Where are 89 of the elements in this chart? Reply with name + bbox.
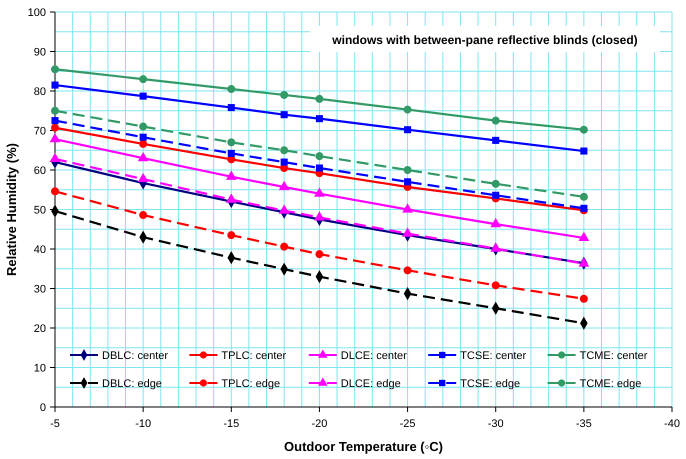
point — [139, 122, 148, 131]
point — [139, 211, 148, 220]
point — [280, 111, 288, 118]
point — [51, 187, 59, 196]
point — [404, 166, 412, 174]
point — [578, 232, 590, 242]
point — [280, 242, 288, 251]
y-tick-label: 70 — [34, 125, 46, 138]
x-tick-label: -30 — [488, 418, 504, 430]
legend-label: DBLC: edge — [102, 378, 162, 390]
point — [492, 192, 500, 199]
point — [227, 138, 236, 146]
point — [226, 193, 237, 203]
point — [316, 115, 323, 122]
y-tick-label: 80 — [34, 86, 46, 98]
legend-label: TPLC: edge — [221, 378, 280, 390]
text: windows with between-pane reflective blinds (closed) — [331, 33, 638, 47]
point — [404, 106, 412, 114]
point — [578, 257, 590, 267]
point — [51, 82, 59, 89]
point — [280, 90, 288, 99]
legend-label: TCME: edge — [580, 378, 642, 390]
point — [278, 204, 290, 214]
x-tick-label: -5 — [50, 418, 60, 430]
point — [227, 231, 236, 240]
point — [138, 152, 149, 162]
point — [580, 192, 588, 201]
point — [316, 164, 323, 172]
y-tick-label: 0 — [40, 402, 46, 414]
legend-label: TCME: center — [580, 350, 648, 362]
point — [404, 126, 412, 134]
point — [51, 117, 59, 124]
point — [314, 187, 325, 197]
point — [139, 75, 148, 84]
x-tick-label: -10 — [135, 418, 152, 430]
y-tick-label: 50 — [34, 204, 46, 216]
x-tick-label: -35 — [576, 418, 592, 430]
legend-label: TPLC: center — [221, 350, 287, 362]
point — [492, 136, 500, 144]
point — [51, 106, 59, 115]
point — [314, 211, 325, 220]
point — [140, 134, 147, 141]
y-tick-label: 100 — [28, 6, 46, 19]
point — [490, 218, 502, 228]
point — [404, 266, 412, 274]
point — [139, 140, 148, 148]
point — [492, 180, 500, 188]
legend-label: DLCE: edge — [340, 378, 401, 390]
y-tick-label: 90 — [34, 46, 46, 58]
x-tick-label: -25 — [400, 418, 416, 430]
point — [228, 150, 235, 157]
y-tick-label: 30 — [34, 283, 46, 296]
x-tick-label: -15 — [223, 418, 240, 430]
point — [226, 170, 237, 180]
point — [580, 204, 588, 212]
point — [228, 104, 235, 112]
x-axis-title: Outdoor Temperature (◦C) — [284, 439, 443, 454]
point — [51, 124, 59, 132]
point — [402, 227, 413, 237]
point — [227, 85, 236, 94]
y-axis-title: Relative Humidity (%) — [4, 143, 19, 276]
point — [580, 126, 588, 134]
legend-label: DBLC: center — [102, 350, 168, 362]
point — [404, 178, 412, 186]
y-tick-label: 20 — [34, 322, 46, 335]
legend-label: TCSE: center — [460, 350, 527, 362]
legend-label: DLCE: center — [340, 350, 408, 362]
point — [492, 116, 500, 125]
point — [580, 294, 588, 303]
point — [278, 180, 290, 190]
y-tick-label: 40 — [34, 244, 46, 256]
point — [280, 146, 288, 154]
x-tick-label: -20 — [311, 418, 328, 430]
point — [280, 158, 288, 166]
point — [315, 250, 324, 258]
point — [315, 152, 324, 160]
x-tick-label: -40 — [664, 418, 680, 430]
point — [492, 281, 500, 290]
y-tick-label: 60 — [34, 164, 46, 177]
point — [51, 65, 59, 74]
point — [50, 152, 60, 162]
point — [402, 203, 413, 213]
point — [315, 94, 324, 103]
legend-label: TCSE: edge — [460, 378, 520, 390]
point — [490, 242, 502, 252]
point — [140, 92, 147, 100]
point — [580, 148, 588, 155]
point — [138, 172, 149, 182]
y-tick-label: 10 — [34, 362, 46, 374]
